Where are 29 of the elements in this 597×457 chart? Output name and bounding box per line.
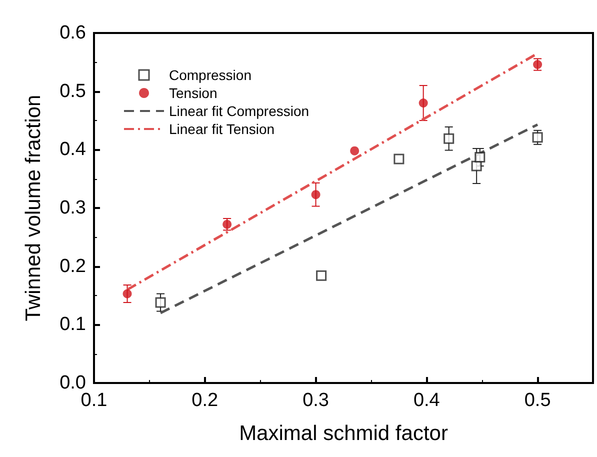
point (418, 98, 428, 108)
x-axis-title: Maximal schmid factor (239, 422, 448, 445)
y-axis-title: Twinned volume fraction (22, 94, 45, 322)
point (350, 146, 360, 156)
y-tick-label: 0.5 (60, 80, 86, 102)
y-tick-label: 0.4 (60, 139, 86, 160)
point (474, 152, 486, 162)
legend-label: Tension (169, 85, 218, 101)
y-tick-label: 0.1 (60, 314, 86, 336)
point (311, 190, 320, 200)
point (471, 160, 482, 172)
point (444, 133, 454, 144)
y-tick-label: 0.2 (60, 256, 86, 277)
point (155, 297, 166, 308)
x-tick-label: 0.5 (524, 390, 551, 411)
point (533, 60, 542, 69)
x-tick-label: 0.3 (302, 390, 329, 411)
point (122, 289, 132, 298)
x-tick-label: 0.4 (413, 390, 440, 411)
legend-label: Compression (169, 67, 252, 83)
y-tick-label: 0.3 (60, 198, 86, 218)
point (532, 132, 543, 143)
point (394, 154, 404, 164)
y-tick-label: 0.6 (60, 22, 86, 44)
x-tick-label: 0.2 (192, 390, 218, 411)
legend-label: Linear fit Compression (169, 103, 310, 119)
legend-label: Linear fit Tension (169, 121, 275, 137)
point (222, 220, 232, 229)
point (316, 270, 327, 281)
